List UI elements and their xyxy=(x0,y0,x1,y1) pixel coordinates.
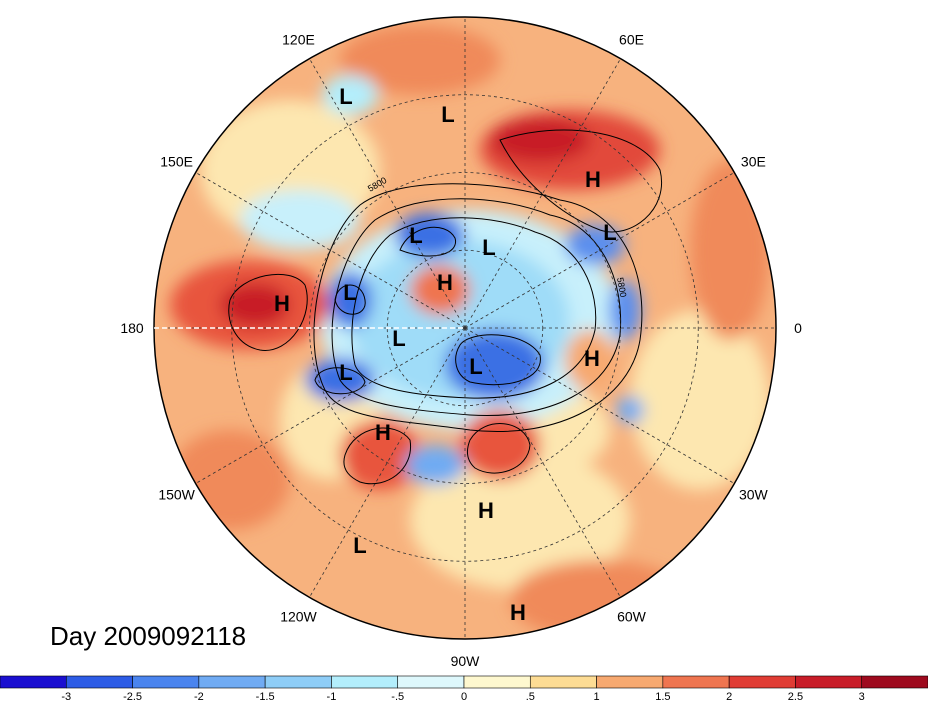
colorbar-tick-label: 1 xyxy=(594,691,600,702)
high-pressure-label: H xyxy=(585,167,601,192)
date-label: Day 2009092118 xyxy=(50,621,246,651)
colorbar-swatch xyxy=(0,675,67,689)
colorbar-swatch xyxy=(861,675,928,689)
longitude-label: 60W xyxy=(617,608,647,624)
colorbar: -3 -2.5 -2 -1.5 -1 -.5 0 .5 1 1.5 2 2.5 3 xyxy=(0,675,928,702)
meridian-line xyxy=(464,327,735,484)
low-pressure-label: L xyxy=(441,102,454,127)
colorbar-swatch xyxy=(463,675,531,689)
low-pressure-label: L xyxy=(353,533,366,558)
low-pressure-label: L xyxy=(409,223,422,248)
colorbar-tick-label: 2 xyxy=(726,691,732,702)
graticule xyxy=(154,17,776,639)
low-pressure-label: L xyxy=(482,235,495,260)
low-pressure-label: L xyxy=(469,354,482,379)
high-pressure-label: H xyxy=(437,270,453,295)
high-pressure-label: H xyxy=(478,498,494,523)
meridian-line xyxy=(464,172,735,329)
colorbar-swatch xyxy=(65,675,133,689)
low-pressure-label: L xyxy=(339,84,352,109)
latitude-circle xyxy=(231,94,699,562)
colorbar-tick-label: 1.5 xyxy=(655,691,670,702)
longitude-label: 120W xyxy=(280,608,317,624)
longitude-label: 60E xyxy=(619,32,644,48)
meridian-line xyxy=(309,58,466,329)
low-pressure-label: L xyxy=(339,360,352,385)
high-pressure-label: H xyxy=(584,346,600,371)
low-pressure-label: L xyxy=(343,280,356,305)
low-pressure-label: L xyxy=(603,220,616,245)
high-pressure-label: H xyxy=(274,291,290,316)
longitude-label: 180 xyxy=(120,320,144,336)
longitude-labels: 90E 60E 30E 0 30W 60W 90W 120W 150W 180 150E 120E xyxy=(120,0,802,669)
height-contours xyxy=(228,129,662,485)
longitude-label: 0 xyxy=(794,320,802,336)
meridian-line xyxy=(309,327,466,598)
high-pressure-label: H xyxy=(375,420,391,445)
colorbar-swatch xyxy=(198,675,266,689)
colorbar-tick-label: -2 xyxy=(194,691,204,702)
low-pressure-label: L xyxy=(392,326,405,351)
meridian-line xyxy=(464,327,621,598)
colorbar-tick-label: 2.5 xyxy=(788,691,803,702)
colorbar-tick-label: -.5 xyxy=(391,691,404,702)
colorbar-tick-label: 3 xyxy=(859,691,865,702)
colorbar-tick-label: -3 xyxy=(61,691,71,702)
colorbar-swatch xyxy=(132,675,200,689)
colorbar-tick-label: 0 xyxy=(461,691,467,702)
colorbar-tick-label: -2.5 xyxy=(123,691,142,702)
latitude-circle xyxy=(386,249,544,407)
longitude-label: 30E xyxy=(741,154,766,170)
colorbar-swatch xyxy=(529,675,597,689)
longitude-label: 30W xyxy=(739,487,769,503)
contour-label: 5800 xyxy=(615,277,628,298)
anomaly-field xyxy=(154,17,776,639)
longitude-label: 90E xyxy=(453,0,478,3)
longitude-label: 90W xyxy=(451,653,481,669)
colorbar-tick-label: -1 xyxy=(327,691,337,702)
meridian-line xyxy=(464,58,621,329)
colorbar-swatch xyxy=(795,675,863,689)
meridian-line xyxy=(195,172,466,329)
colorbar-swatch xyxy=(331,675,399,689)
colorbar-swatch xyxy=(264,675,332,689)
meridian-line xyxy=(195,327,466,484)
longitude-label: 120E xyxy=(282,32,315,48)
colorbar-swatch xyxy=(596,675,664,689)
colorbar-tick-label: .5 xyxy=(526,691,535,702)
colorbar-tick-label: -1.5 xyxy=(256,691,275,702)
colorbar-swatch xyxy=(728,675,796,689)
colorbar-swatch xyxy=(662,675,730,689)
colorbar-swatch xyxy=(397,675,465,689)
longitude-label: 150W xyxy=(158,487,195,503)
high-pressure-label: H xyxy=(510,600,526,625)
longitude-label: 150E xyxy=(160,154,193,170)
